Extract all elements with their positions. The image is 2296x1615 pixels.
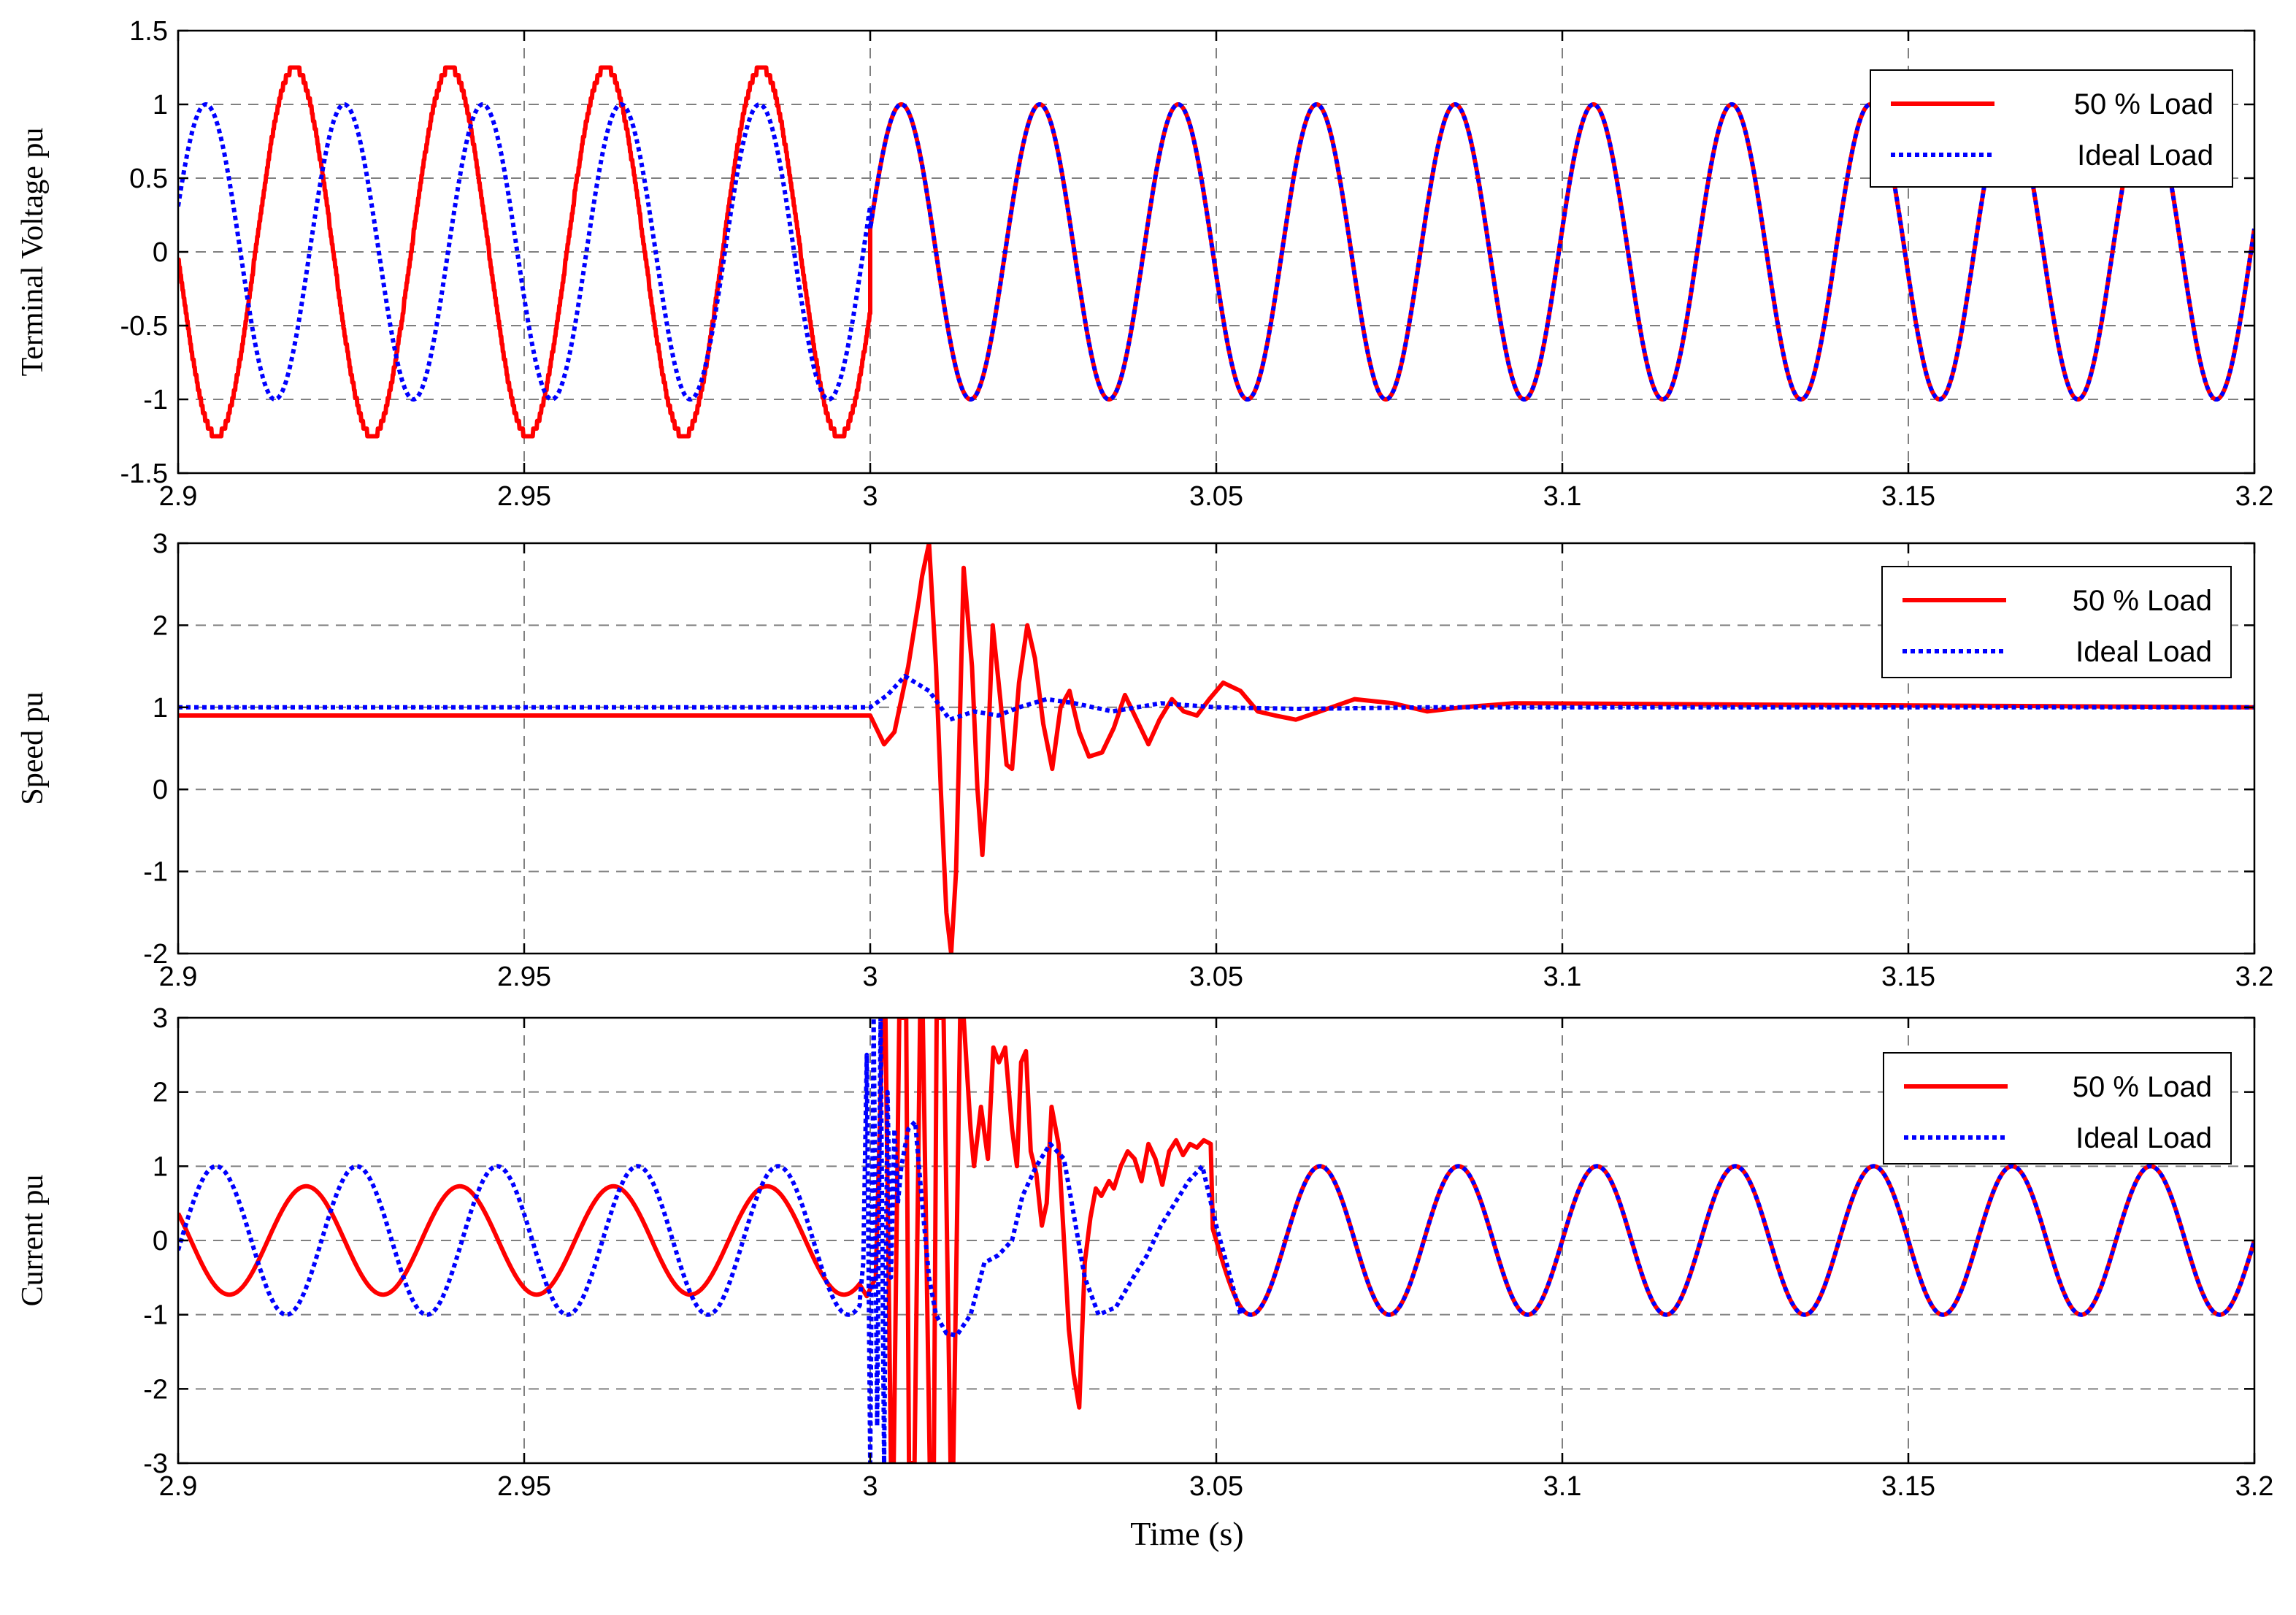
legend-label: 50 % Load bbox=[2073, 1071, 2212, 1103]
x-tick-label: 2.95 bbox=[497, 962, 551, 992]
legend-box bbox=[1881, 566, 2232, 678]
legend-label: 50 % Load bbox=[2074, 88, 2214, 120]
y-tick-label: -1.5 bbox=[120, 459, 168, 489]
series-line-ideal-load bbox=[178, 1018, 2254, 1463]
y-tick-label: 0 bbox=[153, 775, 168, 805]
legend: 50 % Load Ideal Load bbox=[1870, 69, 2233, 188]
y-tick-label: 1 bbox=[153, 90, 168, 120]
y-tick-label: -0.5 bbox=[120, 311, 168, 342]
y-tick-label: 3 bbox=[153, 1003, 168, 1034]
legend-label: Ideal Load bbox=[2077, 139, 2214, 172]
legend-box bbox=[1883, 1052, 2232, 1165]
panel-1: 2.9 2.95 3 3.05 3.1 3.15 3.2 -1.5 -1 -0.5 0 0.5 1 1.5… bbox=[16, 16, 2273, 512]
y-tick-label: -1 bbox=[143, 385, 168, 415]
legend-box bbox=[1870, 69, 2233, 188]
x-tick-label: 3 bbox=[862, 481, 878, 512]
panels: 2.9 2.95 3 3.05 3.1 3.15 3.2 -1.5 -1 -0.5 0 0.5 1 1.5… bbox=[16, 16, 2273, 1502]
x-tick-label: 2.9 bbox=[159, 481, 198, 512]
y-axis-label: Current pu bbox=[16, 1175, 50, 1307]
x-tick-label: 3.05 bbox=[1189, 481, 1243, 512]
y-tick-label: -2 bbox=[143, 939, 168, 970]
y-tick-label: 1 bbox=[153, 693, 168, 724]
y-tick-label: 2 bbox=[153, 1078, 168, 1108]
x-tick-label: 3.05 bbox=[1189, 962, 1243, 992]
y-tick-label: 1.5 bbox=[129, 16, 168, 47]
x-tick-label: 2.95 bbox=[497, 481, 551, 512]
y-tick-label: 0.5 bbox=[129, 164, 168, 194]
y-tick-label: -3 bbox=[143, 1449, 168, 1479]
series-line-load-50 bbox=[178, 543, 2254, 954]
series-line-ideal-load bbox=[178, 674, 2254, 722]
x-tick-label: 3.15 bbox=[1881, 481, 1935, 512]
legend-label: Ideal Load bbox=[2076, 1122, 2212, 1154]
y-tick-label: -1 bbox=[143, 1300, 168, 1331]
x-tick-label: 2.9 bbox=[159, 1471, 198, 1502]
y-axis-label: Terminal Voltage pu bbox=[16, 128, 50, 377]
y-tick-label: 0 bbox=[153, 237, 168, 268]
y-tick-label: 2 bbox=[153, 610, 168, 641]
x-tick-label: 3.1 bbox=[1543, 962, 1582, 992]
legend-label: 50 % Load bbox=[2073, 585, 2212, 617]
y-tick-label: 3 bbox=[153, 529, 168, 559]
x-tick-label: 2.9 bbox=[159, 962, 198, 992]
x-tick-label: 3.15 bbox=[1881, 1471, 1935, 1502]
series-line-ideal-load bbox=[178, 102, 2254, 402]
legend: 50 % Load Ideal Load bbox=[1883, 1052, 2232, 1165]
x-tick-label: 3.15 bbox=[1881, 962, 1935, 992]
x-tick-label: 2.95 bbox=[497, 1471, 551, 1502]
y-tick-label: -1 bbox=[143, 857, 168, 888]
x-tick-label: 3.1 bbox=[1543, 1471, 1582, 1502]
panel-2: 2.9 2.95 3 3.05 3.1 3.15 3.2 -2 -1 0 1 2 3 Speed pu 50… bbox=[16, 529, 2273, 992]
series-line-load-50 bbox=[178, 65, 2254, 439]
legend-label: Ideal Load bbox=[2076, 636, 2212, 668]
y-tick-label: -2 bbox=[143, 1374, 168, 1405]
y-tick-label: 1 bbox=[153, 1151, 168, 1182]
x-tick-label: 3.2 bbox=[2235, 481, 2274, 512]
legend: 50 % Load Ideal Load bbox=[1881, 566, 2232, 678]
x-tick-label: 3 bbox=[862, 962, 878, 992]
y-axis-label: Speed pu bbox=[16, 691, 50, 805]
x-axis-label: Time (s) bbox=[1130, 1515, 1244, 1552]
x-tick-label: 3.2 bbox=[2235, 962, 2274, 992]
panel-3: 2.9 2.95 3 3.05 3.1 3.15 3.2 -3 -2 -1 0 1 2 3 Current … bbox=[16, 1003, 2273, 1502]
x-tick-label: 3.05 bbox=[1189, 1471, 1243, 1502]
x-tick-label: 3 bbox=[862, 1471, 878, 1502]
x-tick-label: 3.2 bbox=[2235, 1471, 2274, 1502]
y-tick-label: 0 bbox=[153, 1226, 168, 1257]
x-tick-label: 3.1 bbox=[1543, 481, 1582, 512]
